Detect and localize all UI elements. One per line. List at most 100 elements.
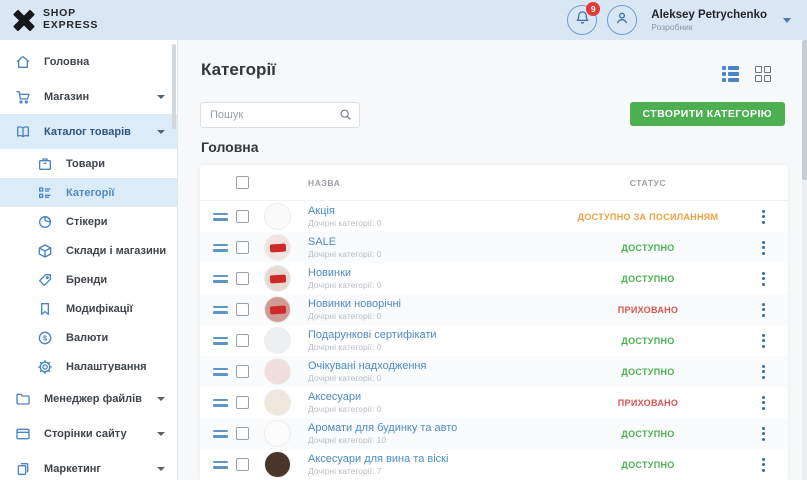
user-name: Aleksey Petrychenko	[651, 8, 767, 21]
table-row: Аксесуари Дочірні категорії: 0 ПРИХОВАНО	[200, 387, 788, 418]
row-checkbox[interactable]	[236, 334, 249, 347]
category-name-link[interactable]: Подарункові сертифікати	[308, 328, 437, 341]
sidebar-item-site-pages[interactable]: Сторінки сайту	[0, 416, 177, 451]
sidebar-item-modifications[interactable]: Модифікації	[0, 294, 177, 323]
sidebar-item-currencies[interactable]: $ Валюти	[0, 323, 177, 352]
chevron-down-icon	[157, 129, 165, 134]
category-name-link[interactable]: SALE	[308, 235, 337, 248]
row-checkbox[interactable]	[236, 458, 249, 471]
drag-handle-icon[interactable]	[213, 274, 228, 283]
topbar: SHOP EXPRESS 9 Aleksey Petrychenko Розро…	[0, 0, 807, 40]
category-name-link[interactable]: Аксесуари для вина та віскі	[308, 452, 449, 465]
category-thumbnail	[264, 327, 291, 354]
thumbnail-badge	[270, 398, 287, 407]
status-badge: ПРИХОВАНО	[617, 304, 679, 315]
search-icon	[339, 108, 352, 126]
logo-x-icon	[12, 8, 36, 32]
list-view-icon[interactable]	[722, 66, 739, 82]
page-scrollbar[interactable]	[802, 40, 807, 480]
category-subtitle: Дочірні категорії: 0	[308, 218, 382, 229]
status-badge: ДОСТУПНО	[621, 335, 675, 346]
table-row: Аромати для будинку та авто Дочірні катег…	[200, 418, 788, 449]
sidebar-item-warehouses[interactable]: Склади і магазини	[0, 236, 177, 265]
drag-handle-icon[interactable]	[213, 398, 228, 407]
grid-view-icon[interactable]	[755, 66, 771, 82]
row-checkbox[interactable]	[236, 303, 249, 316]
status-badge: ДОСТУПНО	[621, 459, 675, 470]
row-checkbox[interactable]	[236, 272, 249, 285]
category-name-link[interactable]: Очікувані надходження	[308, 359, 427, 372]
chevron-down-icon	[157, 396, 165, 401]
sidebar-item-brands[interactable]: Бренди	[0, 265, 177, 294]
row-menu-icon[interactable]	[756, 240, 770, 255]
search-input[interactable]	[200, 102, 360, 128]
sidebar-item-label: Головна	[44, 55, 90, 68]
row-checkbox[interactable]	[236, 241, 249, 254]
create-category-button[interactable]: СТВОРИТИ КАТЕГОРІЮ	[629, 102, 785, 126]
category-subtitle: Дочірні категорії: 0	[308, 311, 382, 322]
row-checkbox[interactable]	[236, 365, 249, 378]
user-menu-chevron-icon[interactable]	[783, 17, 791, 23]
row-menu-icon[interactable]	[756, 426, 770, 441]
drag-handle-icon[interactable]	[213, 367, 228, 376]
table-row: Очікувані надходження Дочірні категорії: …	[200, 356, 788, 387]
drag-handle-icon[interactable]	[213, 305, 228, 314]
logo-line1: SHOP	[43, 7, 76, 20]
category-thumbnail	[264, 296, 291, 323]
sidebar-item-marketing[interactable]: Маркетинг	[0, 451, 177, 480]
brands-icon	[36, 271, 53, 288]
drag-handle-icon[interactable]	[213, 336, 228, 345]
row-menu-icon[interactable]	[756, 209, 770, 224]
sidebar-item-catalog[interactable]: Каталог товарів	[0, 114, 177, 149]
category-name-link[interactable]: Аромати для будинку та авто	[308, 421, 458, 434]
table-row: Подарункові сертифікати Дочірні категорії…	[200, 325, 788, 356]
row-menu-icon[interactable]	[756, 395, 770, 410]
category-name-link[interactable]: Аксесуари	[308, 390, 362, 403]
sidebar-item-file-manager[interactable]: Менеджер файлів	[0, 381, 177, 416]
cart-icon	[14, 88, 31, 105]
category-name-link[interactable]: Акція	[308, 204, 335, 217]
row-checkbox[interactable]	[236, 210, 249, 223]
row-menu-icon[interactable]	[756, 333, 770, 348]
sidebar-item-store[interactable]: Магазин	[0, 79, 177, 114]
browser-window-icon	[14, 425, 31, 442]
user-role: Розробник	[651, 21, 693, 32]
category-subtitle: Дочірні категорії: 0	[308, 373, 382, 384]
categories-icon	[36, 184, 53, 201]
user-avatar[interactable]	[607, 5, 638, 35]
sidebar-item-label: Магазин	[44, 90, 90, 103]
select-all-checkbox[interactable]	[236, 176, 249, 189]
category-thumbnail	[264, 265, 291, 292]
row-menu-icon[interactable]	[756, 302, 770, 317]
sidebar-item-home[interactable]: Головна	[0, 44, 177, 79]
shop-express-logo[interactable]: SHOP EXPRESS	[12, 8, 98, 32]
warehouse-icon	[36, 242, 53, 259]
user-meta: Aleksey Petrychenko Розробник	[651, 9, 767, 32]
notifications-button[interactable]: 9	[567, 2, 601, 35]
row-menu-icon[interactable]	[756, 271, 770, 286]
table-row: Акція Дочірні категорії: 0 ДОСТУПНО ЗА ПО…	[200, 201, 788, 232]
row-menu-icon[interactable]	[756, 457, 770, 472]
category-name-link[interactable]: Новинки	[308, 266, 352, 279]
category-name-link[interactable]: Новинки новорічні	[308, 297, 401, 310]
row-checkbox[interactable]	[236, 427, 249, 440]
sidebar-scrollbar[interactable]	[172, 44, 176, 129]
category-thumbnail	[264, 203, 291, 230]
sidebar: Головна Магазин Каталог товарів Товари К…	[0, 40, 178, 480]
row-checkbox[interactable]	[236, 396, 249, 409]
drag-handle-icon[interactable]	[213, 429, 228, 438]
drag-handle-icon[interactable]	[213, 212, 228, 221]
sidebar-item-label: Маркетинг	[44, 462, 101, 475]
thumbnail-badge	[270, 367, 287, 376]
sidebar-item-settings[interactable]: Налаштування	[0, 352, 177, 381]
sidebar-item-stickers[interactable]: Стікери	[0, 207, 177, 236]
row-menu-icon[interactable]	[756, 364, 770, 379]
products-icon	[36, 155, 53, 172]
sidebar-item-products[interactable]: Товари	[0, 149, 177, 178]
category-subtitle: Дочірні категорії: 7	[308, 466, 382, 477]
sidebar-item-label: Валюти	[66, 331, 109, 344]
sidebar-item-categories[interactable]: Категорії	[0, 178, 177, 207]
drag-handle-icon[interactable]	[213, 243, 228, 252]
sidebar-item-label: Товари	[66, 157, 105, 170]
drag-handle-icon[interactable]	[213, 460, 228, 469]
